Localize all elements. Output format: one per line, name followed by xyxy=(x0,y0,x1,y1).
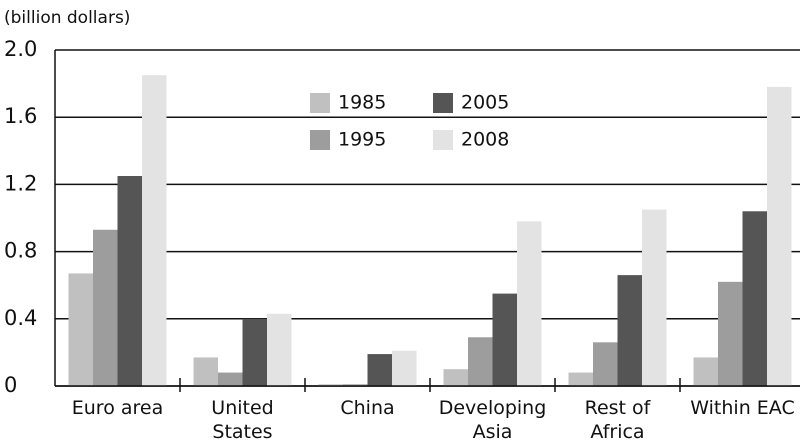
legend-label: 2008 xyxy=(461,129,509,151)
legend-swatch xyxy=(433,93,453,113)
legend-swatch xyxy=(310,130,330,150)
x-tick-label: Rest of Africa xyxy=(585,397,652,443)
bar xyxy=(142,75,167,386)
bar xyxy=(642,209,667,386)
x-tick-label: Developing Asia xyxy=(439,397,547,443)
y-tick-label: 1.6 xyxy=(4,104,37,128)
bar xyxy=(267,313,292,386)
legend-label: 1995 xyxy=(338,129,386,151)
y-tick-label: 0.4 xyxy=(4,306,37,330)
bar xyxy=(193,357,218,386)
x-tick-label-line: States xyxy=(212,421,272,443)
x-tick-label-line: China xyxy=(340,397,394,419)
bar xyxy=(218,372,243,386)
legend-label: 2005 xyxy=(461,92,509,114)
bar xyxy=(617,275,642,386)
bar xyxy=(742,211,767,386)
bar xyxy=(517,221,542,386)
x-tick-label-line: Euro area xyxy=(72,397,163,419)
x-tick-label: Euro area xyxy=(72,397,163,419)
bar xyxy=(568,372,593,386)
y-tick-label: 1.2 xyxy=(4,171,37,195)
bar xyxy=(468,337,493,386)
bar xyxy=(93,229,118,386)
legend-swatch xyxy=(433,130,453,150)
x-tick-label-line: Developing xyxy=(439,397,547,419)
x-tick-label-line: Rest of xyxy=(585,397,652,419)
bar xyxy=(693,357,718,386)
x-tick-label: Within EAC xyxy=(690,397,794,419)
y-tick-label: 0.8 xyxy=(4,239,37,263)
y-tick-label: 0 xyxy=(4,373,17,397)
x-tick-label: United States xyxy=(211,397,273,443)
x-tick-label: China xyxy=(340,397,394,419)
bar xyxy=(343,384,368,386)
bar xyxy=(767,86,792,387)
bar xyxy=(593,342,618,386)
bar xyxy=(367,354,392,386)
bar xyxy=(68,273,93,386)
y-tick-label: 2.0 xyxy=(4,37,37,61)
bar xyxy=(318,384,343,386)
x-tick-label-line: Asia xyxy=(473,421,513,443)
bar xyxy=(443,369,468,386)
bar xyxy=(492,293,517,386)
bar xyxy=(392,350,417,386)
bar xyxy=(117,176,142,386)
x-tick-label-line: United xyxy=(211,397,273,419)
bar xyxy=(718,281,743,386)
x-tick-label-line: Within EAC xyxy=(690,397,794,419)
x-tick-label-line: Africa xyxy=(590,421,644,443)
legend-label: 1985 xyxy=(338,92,386,114)
legend-swatch xyxy=(310,93,330,113)
bar xyxy=(242,318,267,386)
y-axis-label: (billion dollars) xyxy=(4,8,130,28)
